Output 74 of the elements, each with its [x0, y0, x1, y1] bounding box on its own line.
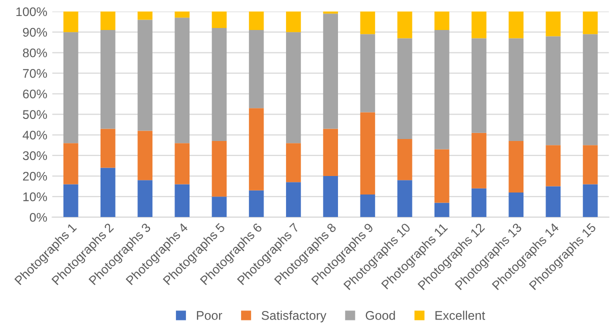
bar — [212, 12, 227, 28]
bar — [546, 12, 561, 36]
bar — [360, 34, 376, 112]
y-tick-label: 80% — [22, 48, 47, 58]
bar — [212, 196, 227, 218]
bar — [434, 12, 450, 30]
y-tick-label: 20% — [23, 172, 47, 181]
bar — [63, 12, 78, 32]
legend-label: Poor — [196, 311, 222, 320]
bar — [286, 32, 301, 144]
y-tick-label: 50% — [22, 110, 47, 119]
bar — [582, 34, 598, 146]
bar — [212, 141, 227, 197]
bar — [434, 202, 450, 218]
y-tick-label: 40% — [22, 130, 47, 140]
bar — [472, 38, 486, 133]
legend-label: Good — [366, 310, 395, 320]
bar — [323, 14, 338, 129]
bar — [100, 128, 116, 168]
y-tick-label: 60% — [23, 90, 47, 98]
bar — [248, 12, 264, 30]
bar — [546, 36, 561, 146]
bar — [174, 18, 190, 144]
bar — [63, 32, 78, 144]
bar — [360, 112, 376, 195]
bar — [100, 168, 116, 218]
bar — [286, 12, 301, 32]
bar — [508, 192, 524, 218]
bar — [138, 12, 152, 20]
bar — [100, 30, 116, 129]
bar — [508, 38, 524, 142]
bar — [360, 12, 376, 34]
bar — [286, 143, 301, 182]
bar — [508, 12, 524, 38]
bar — [248, 108, 264, 190]
bar — [100, 12, 116, 30]
bar — [546, 145, 561, 186]
bar — [582, 145, 598, 184]
legend-label: Excellent — [435, 310, 486, 320]
y-tick-label: 100% — [16, 7, 47, 16]
bar — [138, 180, 152, 218]
y-tick-label: 10% — [23, 192, 47, 202]
bar — [63, 184, 78, 218]
bar — [360, 194, 376, 218]
bar — [472, 132, 486, 188]
bar — [582, 12, 598, 34]
bar — [508, 141, 524, 192]
bar — [174, 184, 190, 218]
bar — [434, 30, 450, 150]
legend-label: Satisfactory — [262, 310, 326, 322]
bar — [472, 188, 486, 218]
y-tick-label: 90% — [22, 28, 47, 37]
bar — [248, 30, 264, 108]
bar — [397, 180, 412, 218]
bar — [434, 149, 450, 203]
y-tick-label: 0% — [30, 212, 47, 222]
bar — [472, 12, 486, 38]
bar — [323, 176, 338, 218]
bar — [397, 38, 412, 139]
bar — [138, 130, 152, 180]
bar — [174, 143, 190, 184]
bar — [212, 28, 227, 142]
bar — [286, 182, 301, 218]
bar — [323, 128, 338, 176]
bar — [397, 139, 412, 180]
bar — [138, 20, 152, 131]
bar — [174, 12, 190, 18]
bar — [397, 12, 412, 38]
y-tick-label: 70% — [23, 69, 47, 78]
bar — [63, 143, 78, 184]
bar — [248, 190, 264, 218]
bar — [546, 186, 561, 218]
bar — [582, 184, 598, 218]
y-tick-label: 30% — [22, 151, 47, 160]
